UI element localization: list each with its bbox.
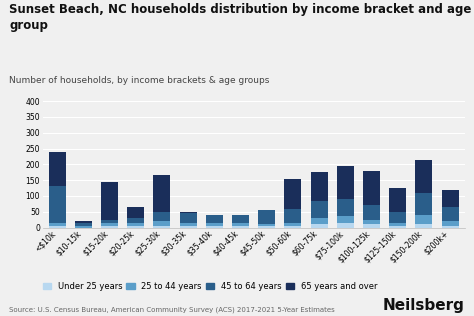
Text: Neilsberg: Neilsberg: [383, 298, 465, 313]
Bar: [206, 226, 223, 228]
Bar: [75, 223, 92, 226]
Bar: [310, 218, 328, 224]
Bar: [127, 218, 144, 223]
Bar: [154, 175, 170, 212]
Bar: [389, 188, 406, 212]
Bar: [442, 207, 459, 221]
Bar: [258, 224, 275, 226]
Bar: [127, 223, 144, 226]
Bar: [310, 224, 328, 228]
Bar: [284, 209, 301, 223]
Bar: [337, 199, 354, 216]
Legend: Under 25 years, 25 to 44 years, 45 to 64 years, 65 years and over: Under 25 years, 25 to 44 years, 45 to 64…: [43, 282, 377, 291]
Bar: [284, 223, 301, 226]
Bar: [415, 224, 432, 228]
Bar: [232, 223, 249, 226]
Bar: [363, 224, 380, 228]
Bar: [415, 193, 432, 215]
Bar: [258, 210, 275, 224]
Bar: [363, 220, 380, 224]
Bar: [180, 213, 197, 223]
Bar: [127, 207, 144, 218]
Bar: [180, 212, 197, 213]
Text: Number of households, by income brackets & age groups: Number of households, by income brackets…: [9, 76, 270, 85]
Bar: [75, 221, 92, 223]
Bar: [442, 221, 459, 226]
Bar: [101, 226, 118, 228]
Bar: [180, 223, 197, 226]
Bar: [154, 221, 170, 226]
Text: Source: U.S. Census Bureau, American Community Survey (ACS) 2017-2021 5-Year Est: Source: U.S. Census Bureau, American Com…: [9, 306, 335, 313]
Bar: [337, 223, 354, 228]
Bar: [180, 226, 197, 228]
Bar: [101, 220, 118, 223]
Bar: [442, 190, 459, 207]
Bar: [284, 179, 301, 209]
Bar: [337, 166, 354, 199]
Bar: [415, 215, 432, 224]
Bar: [389, 223, 406, 226]
Bar: [101, 223, 118, 226]
Bar: [48, 186, 65, 223]
Bar: [258, 226, 275, 228]
Text: Sunset Beach, NC households distribution by income bracket and age
group: Sunset Beach, NC households distribution…: [9, 3, 472, 32]
Bar: [389, 226, 406, 228]
Bar: [127, 226, 144, 228]
Bar: [232, 226, 249, 228]
Bar: [75, 226, 92, 228]
Bar: [154, 226, 170, 228]
Bar: [48, 223, 65, 226]
Bar: [48, 226, 65, 228]
Bar: [363, 171, 380, 205]
Bar: [363, 205, 380, 220]
Bar: [310, 172, 328, 201]
Bar: [442, 226, 459, 228]
Bar: [206, 215, 223, 223]
Bar: [389, 212, 406, 223]
Bar: [48, 152, 65, 186]
Bar: [337, 216, 354, 223]
Bar: [206, 223, 223, 226]
Bar: [415, 160, 432, 193]
Bar: [101, 182, 118, 220]
Bar: [154, 212, 170, 221]
Bar: [310, 201, 328, 218]
Bar: [284, 226, 301, 228]
Bar: [232, 215, 249, 223]
